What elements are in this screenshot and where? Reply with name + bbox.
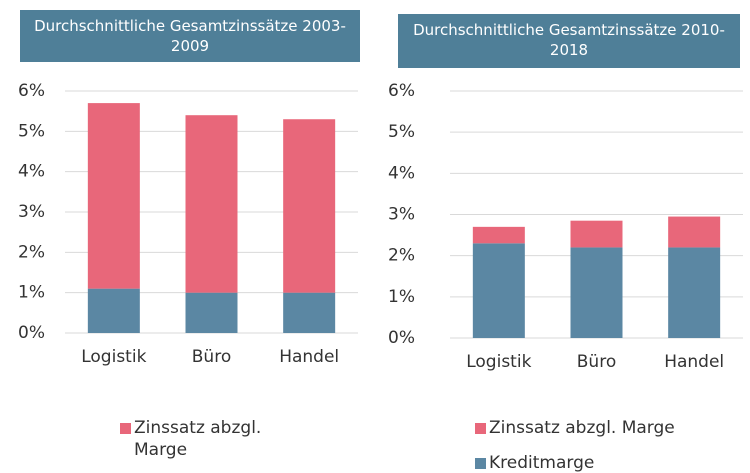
bar-segment [668, 216, 721, 248]
y-tick-label: 0% [18, 323, 45, 343]
bar-segment [87, 288, 140, 333]
legend-label: Kreditmarge [489, 453, 595, 473]
y-tick-label: 4% [18, 162, 45, 182]
y-tick-label: 3% [18, 202, 45, 222]
bar-segment [87, 103, 140, 289]
legend-swatch [475, 423, 486, 434]
bar-segment [570, 220, 623, 248]
x-tick-label: Büro [192, 347, 231, 367]
y-tick-label: 5% [18, 121, 45, 141]
legend-item: Zinssatz abzgl. Marge [475, 417, 735, 439]
y-tick-label: 5% [388, 122, 415, 142]
legend: Zinssatz abzgl. Marge Kreditmarge [475, 417, 735, 473]
y-tick-label: 2% [18, 242, 45, 262]
x-tick-label: Handel [664, 352, 724, 372]
y-tick-label: 1% [18, 283, 45, 303]
x-tick-label: Büro [577, 352, 616, 372]
chart-title: Durchschnittliche Gesamtzinssätze 2010-2… [398, 14, 740, 68]
y-tick-label: 1% [388, 287, 415, 307]
bar-segment [668, 247, 721, 338]
legend-label: Zinssatz abzgl. Marge [134, 418, 262, 460]
y-tick-label: 0% [388, 328, 415, 348]
chart: 0% 1% 2% 3% 4% 5% 6% Logistik Büro Handel [18, 81, 358, 367]
bar-segment [185, 292, 238, 333]
chart-panel: Durchschnittliche Gesamtzinssätze 2010-2… [375, 0, 750, 473]
bar-segment [185, 115, 238, 293]
x-tick-label: Handel [279, 347, 339, 367]
y-tick-label: 4% [388, 163, 415, 183]
legend-item: Zinssatz abzgl. Marge [120, 417, 295, 461]
chart-panel: Durchschnittliche Gesamtzinssätze 2003-2… [18, 10, 360, 473]
y-tick-label: 6% [18, 81, 45, 101]
x-tick-label: Logistik [81, 347, 146, 367]
y-tick-label: 3% [388, 205, 415, 225]
legend-label: Zinssatz abzgl. Marge [489, 418, 675, 438]
bar-segment [472, 226, 525, 244]
legend-swatch [475, 458, 486, 469]
bar-segment [472, 243, 525, 338]
legend-item: Kreditmarge [475, 452, 735, 473]
bar-segment [570, 247, 623, 338]
x-tick-label: Logistik [466, 352, 531, 372]
chart-title: Durchschnittliche Gesamtzinssätze 2003-2… [20, 10, 360, 62]
bar-segment [283, 119, 336, 293]
legend-swatch [120, 423, 131, 434]
y-tick-label: 2% [388, 246, 415, 266]
bar-segment [283, 292, 336, 333]
chart: 0% 1% 2% 3% 4% 5% 6% Logistik Büro Handel [388, 81, 743, 372]
y-tick-label: 6% [388, 81, 415, 101]
